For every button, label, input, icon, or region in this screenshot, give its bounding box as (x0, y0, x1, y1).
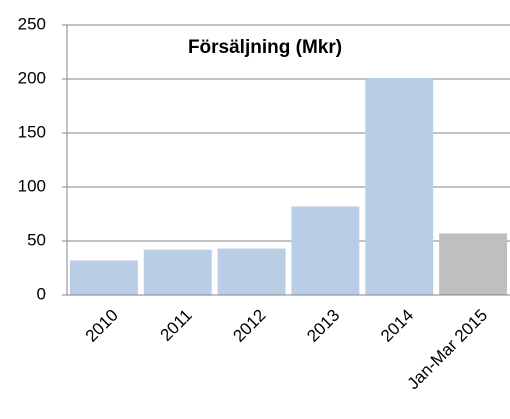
bar (69, 260, 138, 295)
y-tick-label: 200 (18, 68, 46, 87)
y-tick-label: 150 (18, 122, 46, 141)
x-tick-label: 2012 (229, 306, 269, 346)
y-tick-label: 50 (27, 230, 46, 249)
bar (365, 77, 434, 295)
x-tick-label: 2010 (82, 306, 122, 346)
chart-title: Försäljning (Mkr) (188, 37, 342, 58)
bar (143, 249, 212, 295)
y-tick-label: 100 (18, 176, 46, 195)
bar (439, 233, 508, 295)
bar (291, 206, 360, 295)
x-tick-label: 2013 (303, 306, 343, 346)
y-tick-label: 0 (37, 284, 46, 303)
y-tick-label: 250 (18, 14, 46, 33)
x-tick-label: 2014 (377, 306, 417, 346)
bar (217, 248, 286, 295)
x-tick-label: 2011 (156, 306, 195, 345)
